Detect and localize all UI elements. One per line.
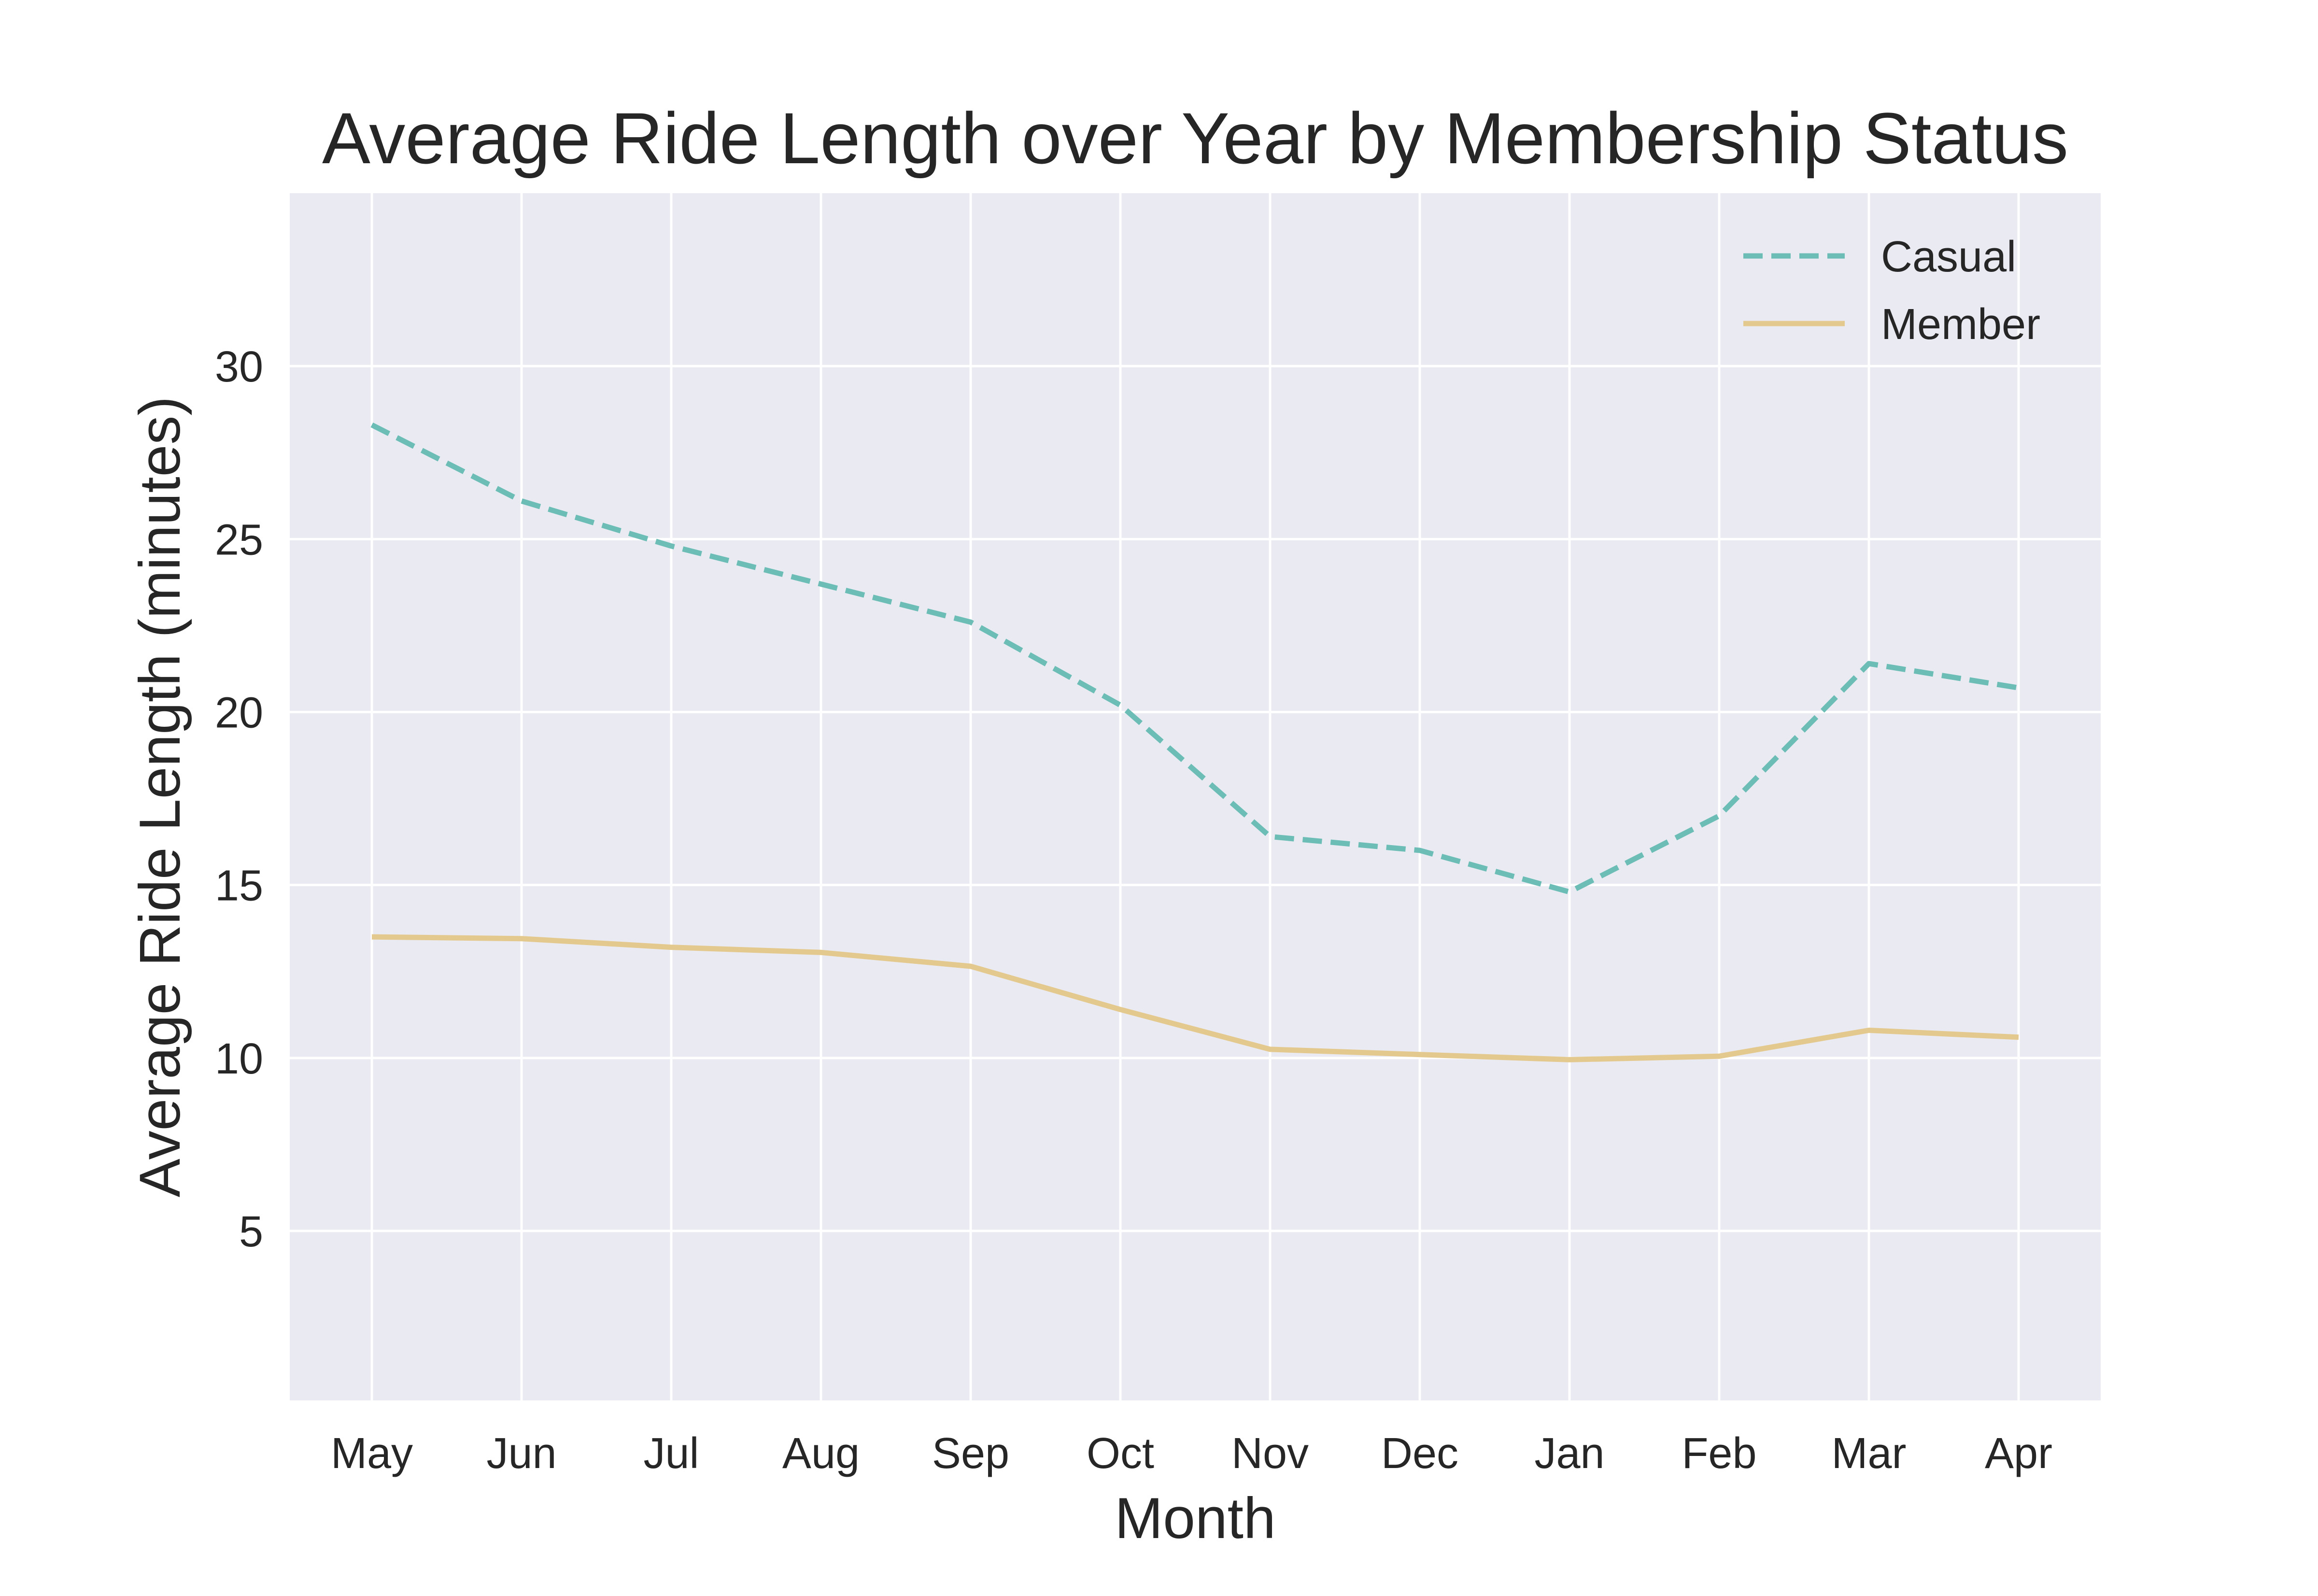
y-tick-label: 25	[215, 516, 263, 564]
x-tick-label: Sep	[932, 1429, 1009, 1478]
grid-lines	[290, 193, 2101, 1400]
series-layer	[370, 422, 2019, 1062]
x-tick-label: Oct	[1087, 1429, 1154, 1478]
legend-label-casual: Casual	[1881, 233, 2016, 281]
plot-area	[290, 193, 2101, 1400]
y-tick-label: 5	[239, 1208, 263, 1256]
y-tick-label: 20	[215, 689, 263, 737]
y-tick-label: 15	[215, 862, 263, 910]
x-tick-label: Apr	[1985, 1429, 2052, 1478]
x-tick-label: Mar	[1832, 1429, 1907, 1478]
x-tick-label: Dec	[1381, 1429, 1458, 1478]
legend: Casual Member	[1743, 233, 2040, 349]
x-tick-label: Aug	[782, 1429, 860, 1478]
x-tick-label: Jan	[1534, 1429, 1604, 1478]
series-line-member	[371, 934, 2019, 1062]
x-axis-label: Month	[1115, 1486, 1276, 1551]
x-tick-label: Jun	[486, 1429, 556, 1478]
x-tick-label: May	[331, 1429, 413, 1478]
chart-title: Average Ride Length over Year by Members…	[322, 98, 2068, 179]
series-line-casual	[370, 422, 2019, 895]
tick-labels: May Jun Jul Aug Sep Oct Nov Dec Jan Feb Mar Apr 5 10 1…	[215, 343, 2052, 1478]
x-tick-label: Nov	[1231, 1429, 1309, 1478]
y-tick-label: 10	[215, 1035, 263, 1083]
x-tick-label: Feb	[1682, 1429, 1756, 1478]
x-tick-label: Jul	[643, 1429, 699, 1478]
y-tick-label: 30	[215, 343, 263, 391]
legend-label-member: Member	[1881, 300, 2040, 349]
y-axis-label: Average Ride Length (minutes)	[127, 396, 192, 1198]
